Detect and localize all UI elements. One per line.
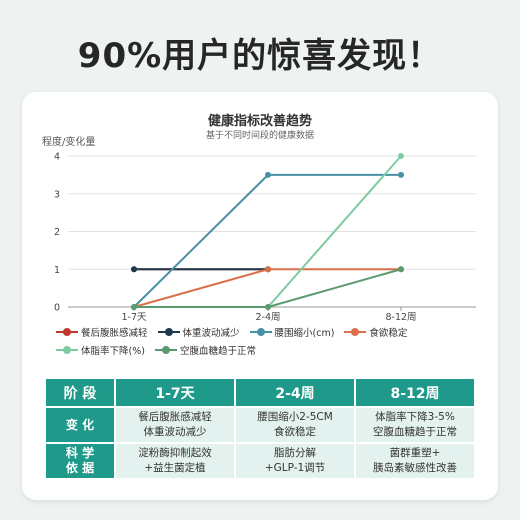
cell-line: 脂肪分解 [274,447,316,459]
data-point [265,171,271,178]
y-axis-label: 程度/变化量 [42,137,96,148]
legend-label: 腰围缩小(cm) [274,328,335,339]
phase-table: 阶 段 1-7天 2-4周 8-12周 变 化 餐后腹胀感减轻 体重波动减少 腰… [44,377,476,480]
row-header-basis-label: 科 学 [65,446,95,460]
legend-swatch-icon [56,327,78,337]
data-point [265,266,271,273]
table-header-cell: 1-7天 [114,377,236,408]
cell-line: 菌群重塑+ [389,447,441,459]
cell-line: 体重波动减少 [143,426,207,438]
data-point [398,171,404,178]
legend-item: 餐后腹胀感减轻 [56,325,148,339]
legend-label: 空腹血糖趋于正常 [179,346,256,357]
data-point [265,304,271,310]
x-tick-label: 1-7天 [121,312,147,323]
table-header-cell: 2-4周 [234,377,356,408]
table-header-cell: 阶 段 [44,377,116,408]
data-point [398,153,404,159]
headline: 90%用户的惊喜发现！ [77,36,443,76]
y-tick-label: 3 [54,189,60,200]
row-header-basis-label: 依 据 [65,461,95,475]
table-cell: 菌群重塑+ 胰岛素敏感性改善 [354,442,476,480]
y-tick-label: 0 [54,303,60,314]
series-line [133,268,401,308]
chart-title: 健康指标改善趋势 [207,114,312,129]
table-row-changes: 变 化 餐后腹胀感减轻 体重波动减少 腰围缩小2-5CM 食欲稳定 体脂率下降3… [44,406,476,444]
cell-line: 胰岛素敏感性改善 [373,462,457,474]
chart-subtitle: 基于不同时间段的健康数据 [205,131,314,141]
legend-label: 体脂率下降(%) [81,346,145,357]
legend-item: 体重波动减少 [157,325,240,339]
legend-item: 空腹血糖趋于正常 [154,343,256,357]
chart-legend: 餐后腹胀感减轻 体重波动减少 腰围缩小(cm) 食欲稳定体脂率下降(%) 空腹血糖趋于正… [56,325,476,357]
cell-line: +益生菌定植 [144,462,206,474]
cell-line: 餐后腹胀感减轻 [138,411,212,423]
y-tick-label: 2 [54,227,60,238]
table-cell: 脂肪分解 +GLP-1调节 [234,442,356,480]
table-header-cell: 8-12周 [354,377,476,408]
y-tick-label: 1 [54,265,60,276]
cell-line: 体脂率下降3-5% [375,411,455,423]
legend-label: 体重波动减少 [182,328,240,339]
y-tick-label: 4 [54,152,60,163]
table-row-basis: 科 学 依 据 淀粉酶抑制起效 +益生菌定植 脂肪分解 +GLP-1调节 菌群重… [44,442,476,480]
legend-swatch-icon [154,345,177,355]
phase-table-header-row: 阶 段 1-7天 2-4周 8-12周 [44,377,476,408]
legend-item: 食欲稳定 [344,325,407,339]
legend-label: 食欲稳定 [369,328,408,339]
series-line [134,268,402,308]
cell-line: 腰围缩小2-5CM [257,411,333,423]
row-header-basis: 科 学 依 据 [44,442,116,480]
table-cell: 淀粉酶抑制起效 +益生菌定植 [114,442,236,480]
data-point [131,266,137,273]
table-cell: 餐后腹胀感减轻 体重波动减少 [114,406,236,444]
cell-line: +GLP-1调节 [264,462,326,474]
legend-swatch-icon [344,327,367,337]
table-cell: 腰围缩小2-5CM 食欲稳定 [234,406,356,444]
legend-swatch-icon [157,327,180,337]
x-tick-label: 8-12周 [385,312,416,323]
data-point [398,266,404,273]
data-point [131,304,137,310]
series-line [133,173,401,308]
legend-swatch-icon [56,345,78,355]
cell-line: 食欲稳定 [274,426,316,438]
legend-label: 餐后腹胀感减轻 [81,328,148,339]
row-header-changes: 变 化 [44,406,116,444]
table-cell: 体脂率下降3-5% 空腹血糖趋于正常 [354,406,476,444]
x-tick-label: 2-4周 [255,312,280,323]
legend-item: 体脂率下降(%) [56,343,145,357]
legend-swatch-icon [249,327,272,337]
cell-line: 空腹血糖趋于正常 [373,426,457,438]
legend-item: 腰围缩小(cm) [249,325,335,339]
cell-line: 淀粉酶抑制起效 [138,447,212,459]
